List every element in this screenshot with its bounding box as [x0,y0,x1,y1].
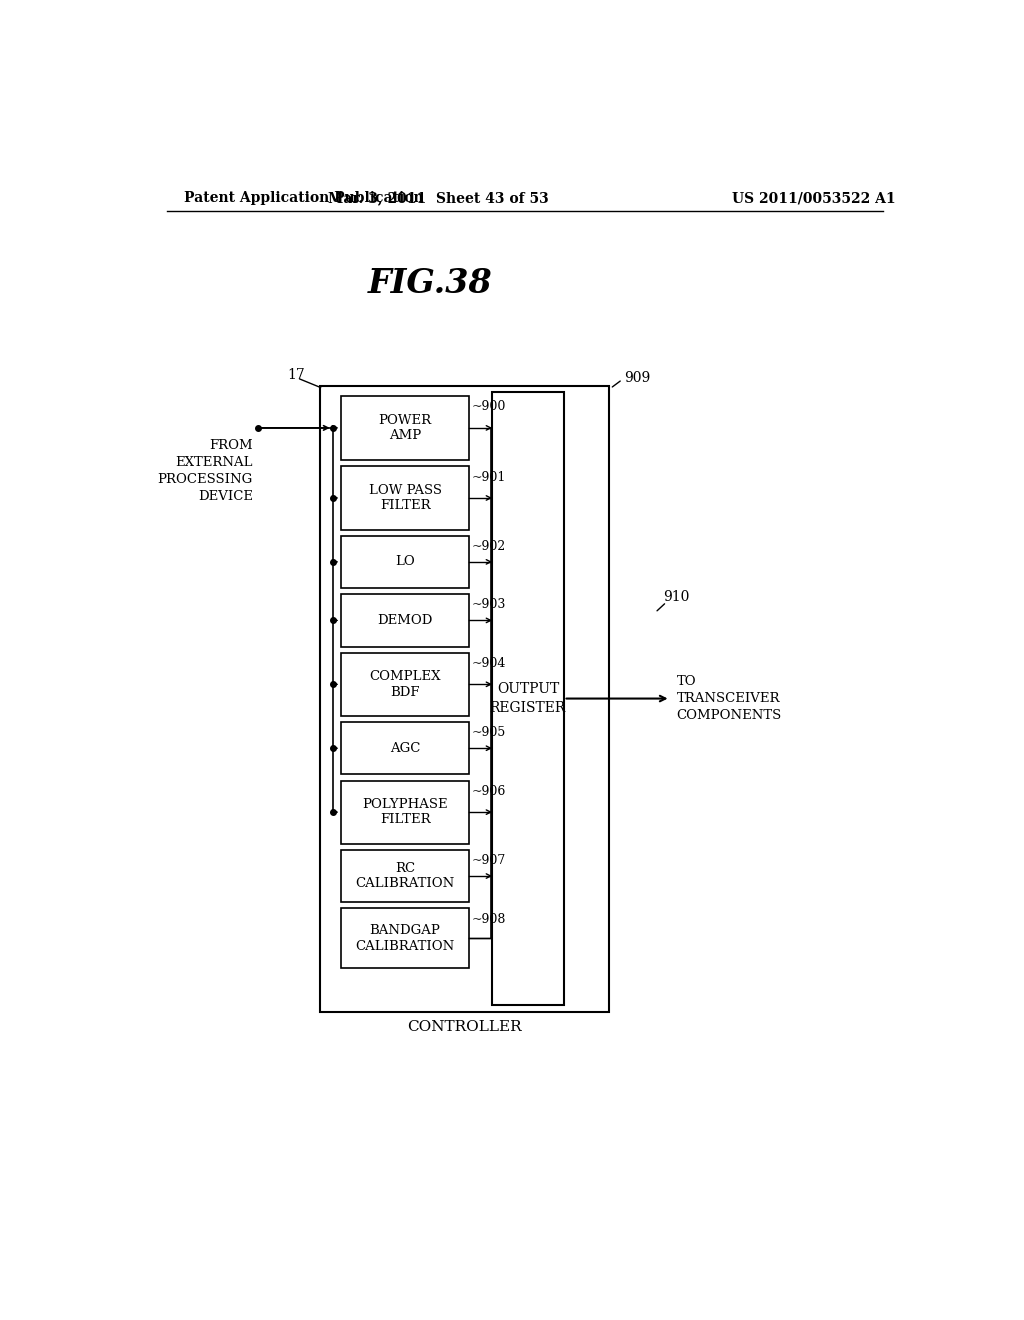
Bar [341,466,469,529]
Text: ~900: ~900 [472,400,507,413]
Text: 17: 17 [288,368,305,381]
Text: OUTPUT
REGISTER: OUTPUT REGISTER [489,682,566,714]
Text: POWER
AMP: POWER AMP [379,413,432,442]
Text: FIG.38: FIG.38 [368,267,493,300]
Bar [341,653,469,715]
Text: RC
CALIBRATION: RC CALIBRATION [355,862,455,890]
Text: LO: LO [395,556,415,569]
Text: ~906: ~906 [472,785,507,797]
Text: ~902: ~902 [472,540,506,553]
Text: AGC: AGC [390,742,420,755]
Text: FROM
EXTERNAL
PROCESSING
DEVICE: FROM EXTERNAL PROCESSING DEVICE [158,440,253,503]
Bar [341,850,469,903]
Text: ~901: ~901 [472,471,507,483]
Text: CONTROLLER: CONTROLLER [407,1020,521,1034]
Bar [341,536,469,589]
Text: 910: 910 [663,590,689,605]
Text: ~904: ~904 [472,657,507,671]
Bar [341,908,469,969]
Text: ~905: ~905 [472,726,506,739]
Text: US 2011/0053522 A1: US 2011/0053522 A1 [732,191,896,206]
Text: LOW PASS
FILTER: LOW PASS FILTER [369,483,441,512]
Bar [341,594,469,647]
Text: ~907: ~907 [472,854,506,867]
Text: Mar. 3, 2011  Sheet 43 of 53: Mar. 3, 2011 Sheet 43 of 53 [328,191,549,206]
Bar [321,385,608,1011]
Text: POLYPHASE
FILTER: POLYPHASE FILTER [362,797,447,826]
Bar [341,396,469,461]
Bar [493,392,563,1006]
Text: BANDGAP
CALIBRATION: BANDGAP CALIBRATION [355,924,455,953]
Text: COMPLEX
BDF: COMPLEX BDF [370,671,440,698]
Text: Patent Application Publication: Patent Application Publication [183,191,424,206]
Text: 909: 909 [624,371,650,385]
Bar [341,722,469,775]
Text: DEMOD: DEMOD [378,614,433,627]
Bar [341,780,469,843]
Text: TO
TRANSCEIVER
COMPONENTS: TO TRANSCEIVER COMPONENTS [677,675,782,722]
Text: ~903: ~903 [472,598,507,611]
Text: ~908: ~908 [472,912,507,925]
